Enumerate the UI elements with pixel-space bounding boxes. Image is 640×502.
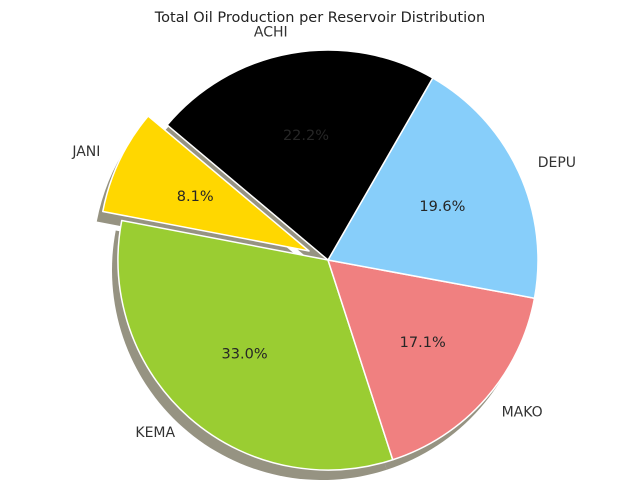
category-label-depu: DEPU [538,155,576,171]
category-label-jani: JANI [71,144,100,160]
pie-slice-kema [117,219,394,471]
percent-label-jani: 8.1% [177,189,214,205]
pie-slice-depu [327,77,539,299]
percent-label-achi: 22.2% [283,128,329,144]
percent-label-depu: 19.6% [419,199,465,215]
category-label-mako: MAKO [502,404,543,420]
percent-label-kema: 33.0% [222,347,268,363]
chart-title: Total Oil Production per Reservoir Distr… [154,10,485,26]
pie-slice-jani [102,115,310,252]
label-layer: JANI 8.1% KEMA 33.0% MAKO 17.1% DEPU 19.6% ACHI 2… [71,25,576,442]
category-label-achi: ACHI [254,25,288,41]
percent-label-mako: 17.1% [400,335,446,351]
category-label-kema: KEMA [135,425,175,441]
pie-slice-achi [166,49,434,261]
pie-slice-mako [327,259,536,461]
slice-layer [102,49,539,471]
